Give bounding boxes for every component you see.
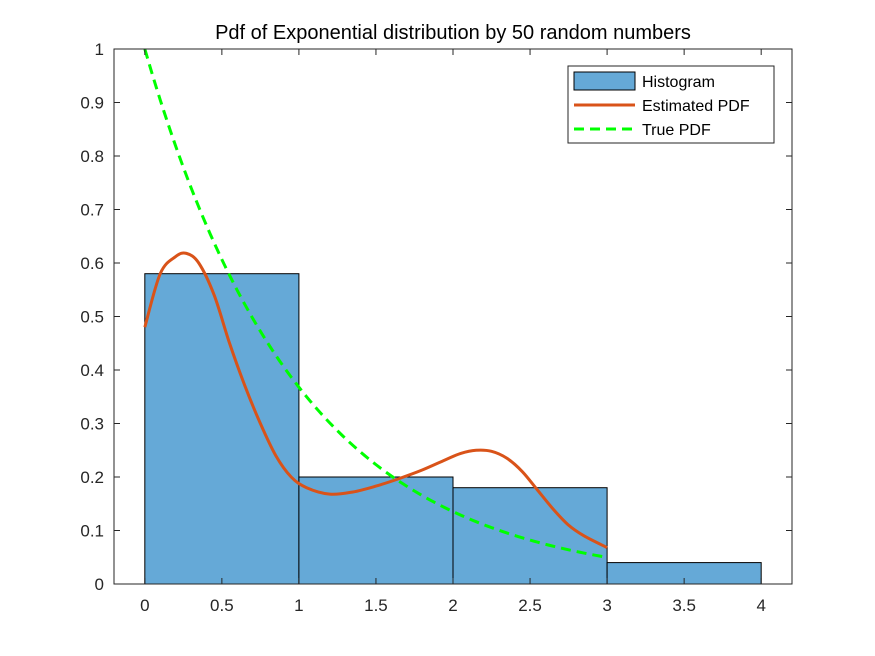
x-axis: 0 0.5 1 1.5 2 2.5 3 3.5 4 bbox=[140, 49, 766, 615]
x-tick-label-8: 4 bbox=[756, 596, 765, 615]
x-tick-label-7: 3.5 bbox=[672, 596, 696, 615]
y-tick-label-6: 0.6 bbox=[80, 254, 104, 273]
legend: Histogram Estimated PDF True PDF bbox=[567, 65, 775, 144]
histogram-bars bbox=[144, 273, 762, 585]
estimated-pdf-line bbox=[143, 251, 608, 549]
y-tick-label-8: 0.8 bbox=[80, 147, 104, 166]
y-tick-label-5: 0.5 bbox=[80, 308, 104, 327]
chart-title: Pdf of Exponential distribution by 50 ra… bbox=[215, 22, 691, 44]
y-tick-label-1: 0.1 bbox=[80, 522, 104, 541]
legend-estimated-label: Estimated PDF bbox=[642, 98, 750, 115]
x-tick-label-0: 0 bbox=[140, 596, 149, 615]
y-tick-label-7: 0.7 bbox=[80, 201, 104, 220]
true-pdf-line bbox=[143, 48, 608, 559]
histogram-bar-1 bbox=[298, 476, 454, 585]
x-tick-label-3: 1.5 bbox=[364, 596, 388, 615]
y-tick-label-9: 0.9 bbox=[80, 94, 104, 113]
y-tick-label-2: 0.2 bbox=[80, 468, 104, 487]
y-tick-label-4: 0.4 bbox=[80, 361, 104, 380]
y-tick-label-0: 0 bbox=[95, 575, 104, 594]
histogram-bar-0 bbox=[144, 273, 300, 585]
legend-histogram-label: Histogram bbox=[642, 74, 715, 91]
pdf-lines bbox=[143, 48, 608, 559]
x-tick-label-5: 2.5 bbox=[518, 596, 542, 615]
y-axis: 0 0.1 0.2 0.3 0.4 0.5 0.6 0.7 0.8 0.9 1 bbox=[80, 40, 792, 594]
y-tick-label-3: 0.3 bbox=[80, 415, 104, 434]
x-tick-label-1: 0.5 bbox=[210, 596, 234, 615]
legend-histogram-swatch bbox=[573, 71, 636, 91]
x-tick-label-6: 3 bbox=[602, 596, 611, 615]
x-tick-label-4: 2 bbox=[448, 596, 457, 615]
y-tick-label-10: 1 bbox=[95, 40, 104, 59]
legend-true-label: True PDF bbox=[642, 122, 711, 139]
x-tick-label-2: 1 bbox=[294, 596, 303, 615]
